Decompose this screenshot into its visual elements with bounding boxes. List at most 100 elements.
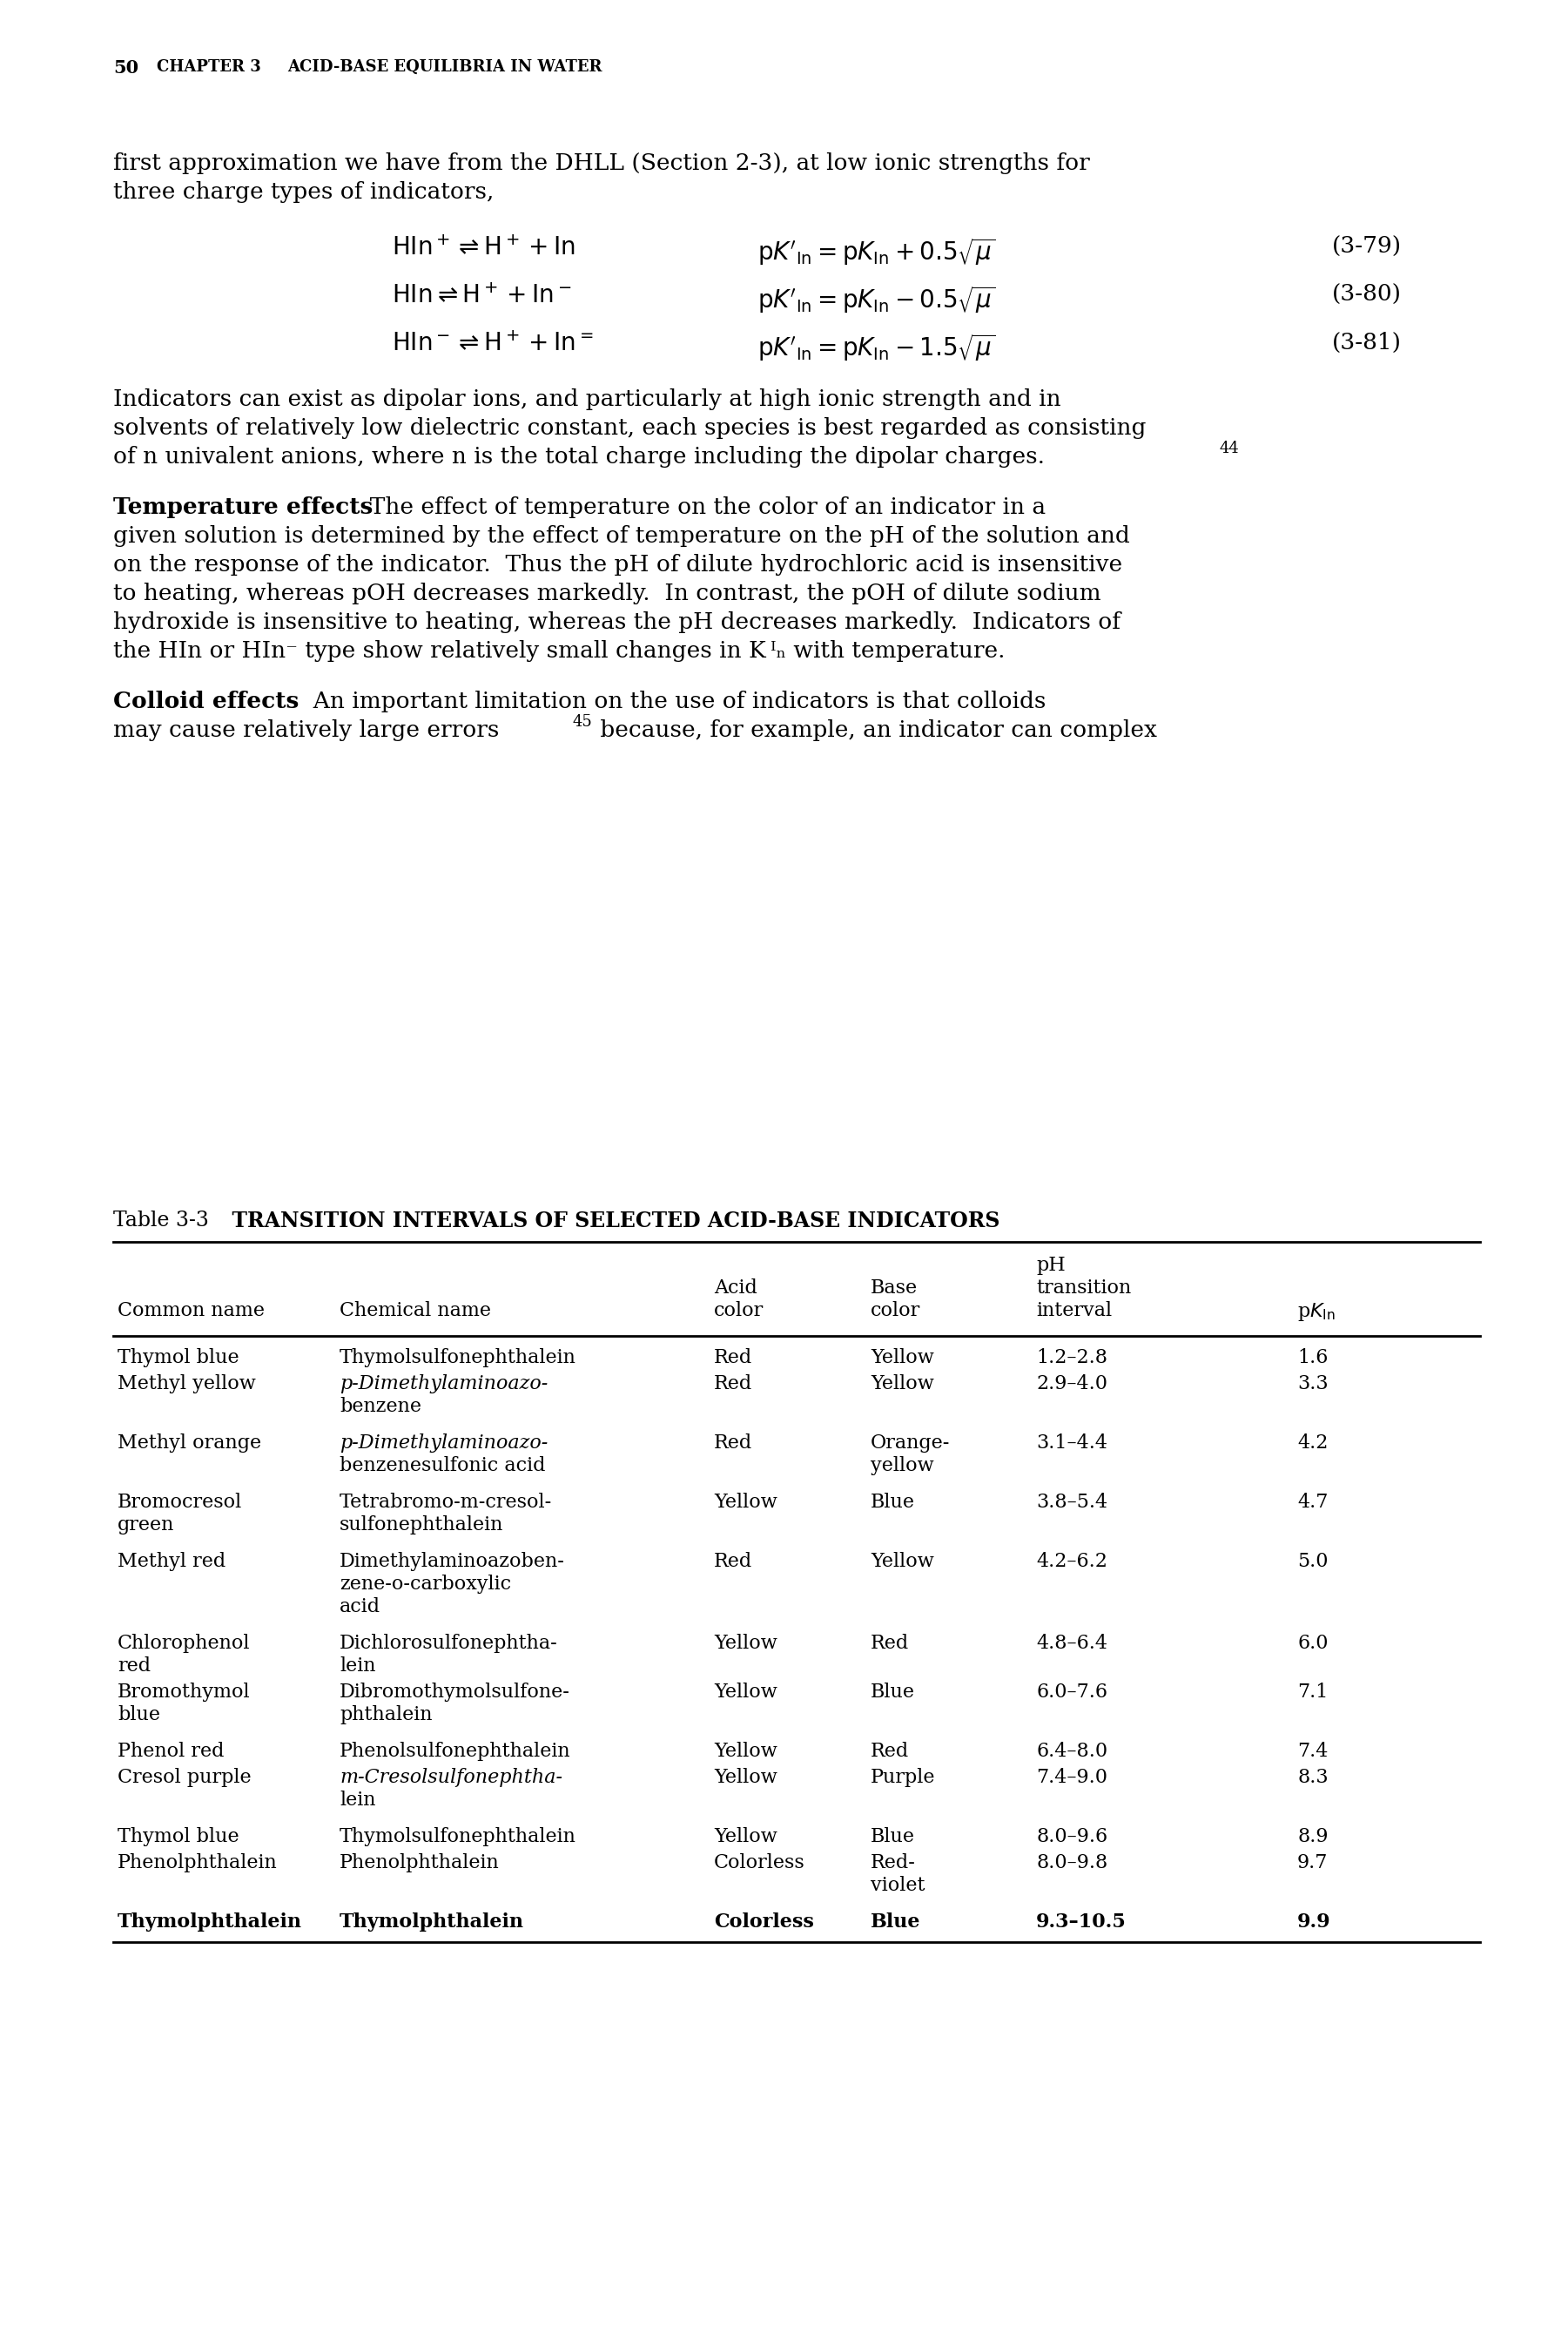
Text: Colloid effects: Colloid effects (113, 691, 299, 712)
Text: color: color (870, 1301, 920, 1319)
Text: Temperature effects: Temperature effects (113, 496, 373, 519)
Text: Methyl red: Methyl red (118, 1552, 226, 1571)
Text: m-Cresolsulfonephtha-: m-Cresolsulfonephtha- (340, 1769, 563, 1787)
Text: Red: Red (713, 1552, 753, 1571)
Text: 3.1–4.4: 3.1–4.4 (1036, 1433, 1107, 1452)
Text: Yellow: Yellow (870, 1347, 935, 1368)
Text: Yellow: Yellow (713, 1769, 778, 1787)
Text: $\mathrm{HIn} \rightleftharpoons \mathrm{H^+} + \mathrm{In^-}$: $\mathrm{HIn} \rightleftharpoons \mathrm… (392, 284, 572, 307)
Text: Red: Red (713, 1347, 753, 1368)
Text: violet: violet (870, 1876, 925, 1894)
Text: Table 3-3: Table 3-3 (113, 1210, 209, 1231)
Text: 7.1: 7.1 (1297, 1682, 1328, 1701)
Text: 1.2–2.8: 1.2–2.8 (1036, 1347, 1107, 1368)
Text: color: color (713, 1301, 764, 1319)
Text: Yellow: Yellow (713, 1743, 778, 1762)
Text: $\mathrm{p}K'_{\mathrm{In}} = \mathrm{p}K_{\mathrm{In}} + 0.5\sqrt{\mu}$: $\mathrm{p}K'_{\mathrm{In}} = \mathrm{p}… (757, 235, 996, 268)
Text: An important limitation on the use of indicators is that colloids: An important limitation on the use of in… (298, 691, 1046, 712)
Text: Yellow: Yellow (870, 1375, 935, 1394)
Text: Blue: Blue (870, 1827, 916, 1845)
Text: Red: Red (870, 1743, 909, 1762)
Text: 8.0–9.8: 8.0–9.8 (1036, 1852, 1107, 1873)
Text: Thymolphthalein: Thymolphthalein (340, 1913, 524, 1931)
Text: 50: 50 (113, 58, 138, 77)
Text: Methyl yellow: Methyl yellow (118, 1375, 256, 1394)
Text: ACID-BASE EQUILIBRIA IN WATER: ACID-BASE EQUILIBRIA IN WATER (287, 58, 602, 74)
Text: Colorless: Colorless (713, 1852, 804, 1873)
Text: Yellow: Yellow (713, 1827, 778, 1845)
Text: Common name: Common name (118, 1301, 265, 1319)
Text: phthalein: phthalein (340, 1706, 433, 1724)
Text: $\mathrm{p}K'_{\mathrm{In}} = \mathrm{p}K_{\mathrm{In}} - 1.5\sqrt{\mu}$: $\mathrm{p}K'_{\mathrm{In}} = \mathrm{p}… (757, 333, 996, 363)
Text: acid: acid (340, 1596, 381, 1617)
Text: Red-: Red- (870, 1852, 916, 1873)
Text: 4.7: 4.7 (1297, 1492, 1328, 1513)
Text: Base: Base (870, 1278, 917, 1298)
Text: Chemical name: Chemical name (340, 1301, 491, 1319)
Text: Tetrabromo-m-cresol-: Tetrabromo-m-cresol- (340, 1492, 552, 1513)
Text: Red: Red (713, 1375, 753, 1394)
Text: $\mathrm{HIn^+} \rightleftharpoons \mathrm{H^+} + \mathrm{In}$: $\mathrm{HIn^+} \rightleftharpoons \math… (392, 235, 575, 261)
Text: transition: transition (1036, 1278, 1131, 1298)
Text: Dimethylaminoazoben-: Dimethylaminoazoben- (340, 1552, 564, 1571)
Text: (3-80): (3-80) (1333, 284, 1402, 305)
Text: 44: 44 (1218, 440, 1239, 456)
Text: 6.0–7.6: 6.0–7.6 (1036, 1682, 1107, 1701)
Text: Thymol blue: Thymol blue (118, 1827, 238, 1845)
Text: first approximation we have from the DHLL (Section 2-3), at low ionic strengths : first approximation we have from the DHL… (113, 151, 1090, 175)
Text: red: red (118, 1657, 151, 1675)
Text: (3-81): (3-81) (1333, 333, 1402, 354)
Text: Methyl orange: Methyl orange (118, 1433, 262, 1452)
Text: Phenol red: Phenol red (118, 1743, 224, 1762)
Text: 2.9–4.0: 2.9–4.0 (1036, 1375, 1107, 1394)
Text: p-Dimethylaminoazo-: p-Dimethylaminoazo- (340, 1375, 547, 1394)
Text: Bromothymol: Bromothymol (118, 1682, 251, 1701)
Text: Orange-: Orange- (870, 1433, 950, 1452)
Text: yellow: yellow (870, 1457, 935, 1475)
Text: Cresol purple: Cresol purple (118, 1769, 251, 1787)
Text: 8.3: 8.3 (1297, 1769, 1328, 1787)
Text: Thymol blue: Thymol blue (118, 1347, 238, 1368)
Text: may cause relatively large errors: may cause relatively large errors (113, 719, 499, 740)
Text: Dichlorosulfonephtha-: Dichlorosulfonephtha- (340, 1634, 558, 1652)
Text: Blue: Blue (870, 1492, 916, 1513)
Text: 9.3–10.5: 9.3–10.5 (1036, 1913, 1126, 1931)
Text: because, for example, an indicator can complex: because, for example, an indicator can c… (593, 719, 1157, 740)
Text: blue: blue (118, 1706, 160, 1724)
Text: Red: Red (870, 1634, 909, 1652)
Text: Yellow: Yellow (713, 1492, 778, 1513)
Text: Thymolsulfonephthalein: Thymolsulfonephthalein (340, 1827, 577, 1845)
Text: 8.0–9.6: 8.0–9.6 (1036, 1827, 1107, 1845)
Text: 4.8–6.4: 4.8–6.4 (1036, 1634, 1107, 1652)
Text: Thymolsulfonephthalein: Thymolsulfonephthalein (340, 1347, 577, 1368)
Text: benzenesulfonic acid: benzenesulfonic acid (340, 1457, 546, 1475)
Text: Chlorophenol: Chlorophenol (118, 1634, 251, 1652)
Text: 7.4–9.0: 7.4–9.0 (1036, 1769, 1107, 1787)
Text: lein: lein (340, 1789, 376, 1810)
Text: TRANSITION INTERVALS OF SELECTED ACID-BASE INDICATORS: TRANSITION INTERVALS OF SELECTED ACID-BA… (218, 1210, 1000, 1231)
Text: Acid: Acid (713, 1278, 757, 1298)
Text: 6.0: 6.0 (1297, 1634, 1328, 1652)
Text: 9.9: 9.9 (1297, 1913, 1331, 1931)
Text: Phenolsulfonephthalein: Phenolsulfonephthalein (340, 1743, 571, 1762)
Text: the HIn or HIn⁻ type show relatively small changes in K ᴵₙ with temperature.: the HIn or HIn⁻ type show relatively sma… (113, 640, 1005, 661)
Text: 45: 45 (572, 714, 591, 731)
Text: 4.2–6.2: 4.2–6.2 (1036, 1552, 1107, 1571)
Text: Phenolphthalein: Phenolphthalein (340, 1852, 500, 1873)
Text: 8.9: 8.9 (1297, 1827, 1328, 1845)
Text: Colorless: Colorless (713, 1913, 814, 1931)
Text: Red: Red (713, 1433, 753, 1452)
Text: Blue: Blue (870, 1913, 920, 1931)
Text: green: green (118, 1515, 174, 1533)
Text: zene-o-carboxylic: zene-o-carboxylic (340, 1575, 511, 1594)
Text: Blue: Blue (870, 1682, 916, 1701)
Text: of n univalent anions, where n is the total charge including the dipolar charges: of n univalent anions, where n is the to… (113, 447, 1044, 468)
Text: Yellow: Yellow (713, 1682, 778, 1701)
Text: 5.0: 5.0 (1297, 1552, 1328, 1571)
Text: Thymolphthalein: Thymolphthalein (118, 1913, 303, 1931)
Text: (3-79): (3-79) (1333, 235, 1402, 258)
Text: $\mathrm{p}K'_{\mathrm{In}} = \mathrm{p}K_{\mathrm{In}} - 0.5\sqrt{\mu}$: $\mathrm{p}K'_{\mathrm{In}} = \mathrm{p}… (757, 284, 996, 314)
Text: Yellow: Yellow (713, 1634, 778, 1652)
Text: given solution is determined by the effect of temperature on the pH of the solut: given solution is determined by the effe… (113, 526, 1131, 547)
Text: 7.4: 7.4 (1297, 1743, 1328, 1762)
